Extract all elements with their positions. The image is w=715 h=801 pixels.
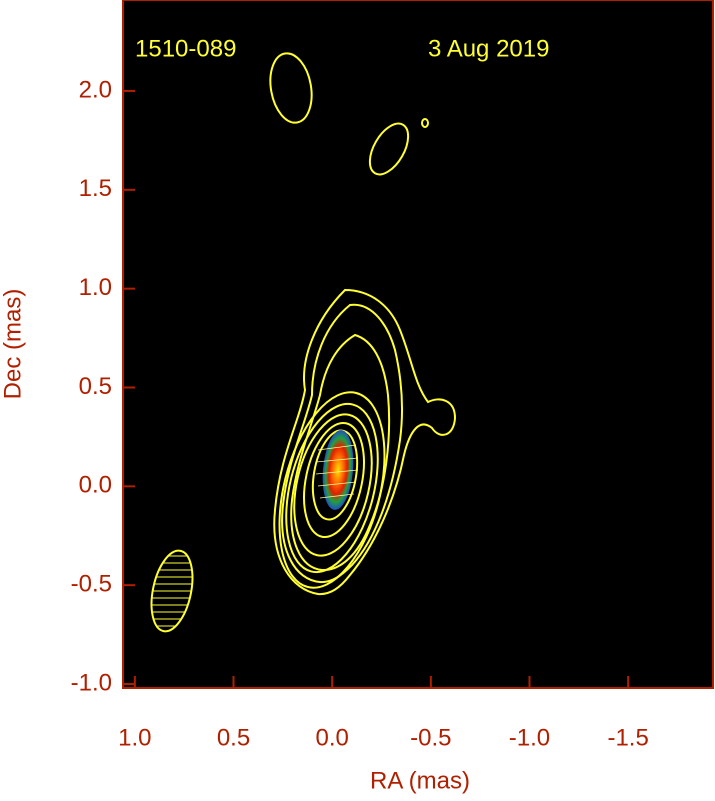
plot-area	[122, 0, 714, 689]
contours	[144, 52, 457, 633]
x-tick-label: -0.5	[410, 724, 451, 751]
date-label: 3 Aug 2019	[428, 35, 549, 62]
x-tick-label: 0.5	[217, 724, 250, 751]
source-label: 1510-089	[135, 35, 236, 62]
y-axis-label: Dec (mas)	[0, 289, 26, 400]
y-tick-label: -0.5	[71, 571, 112, 598]
x-tick-label: -1.5	[607, 724, 648, 751]
y-tick-label: 1.5	[79, 175, 112, 202]
x-tick-label: -1.0	[509, 724, 550, 751]
y-tick-label: 0.5	[79, 373, 112, 400]
y-tick-label: 0.0	[79, 472, 112, 499]
y-tick-label: -1.0	[71, 669, 112, 696]
y-tick-label: 1.0	[79, 274, 112, 301]
x-axis-label: RA (mas)	[370, 767, 470, 794]
x-tick-label: 0.0	[315, 724, 348, 751]
y-tick-label: 2.0	[79, 76, 112, 103]
x-tick-label: 1.0	[118, 724, 151, 751]
